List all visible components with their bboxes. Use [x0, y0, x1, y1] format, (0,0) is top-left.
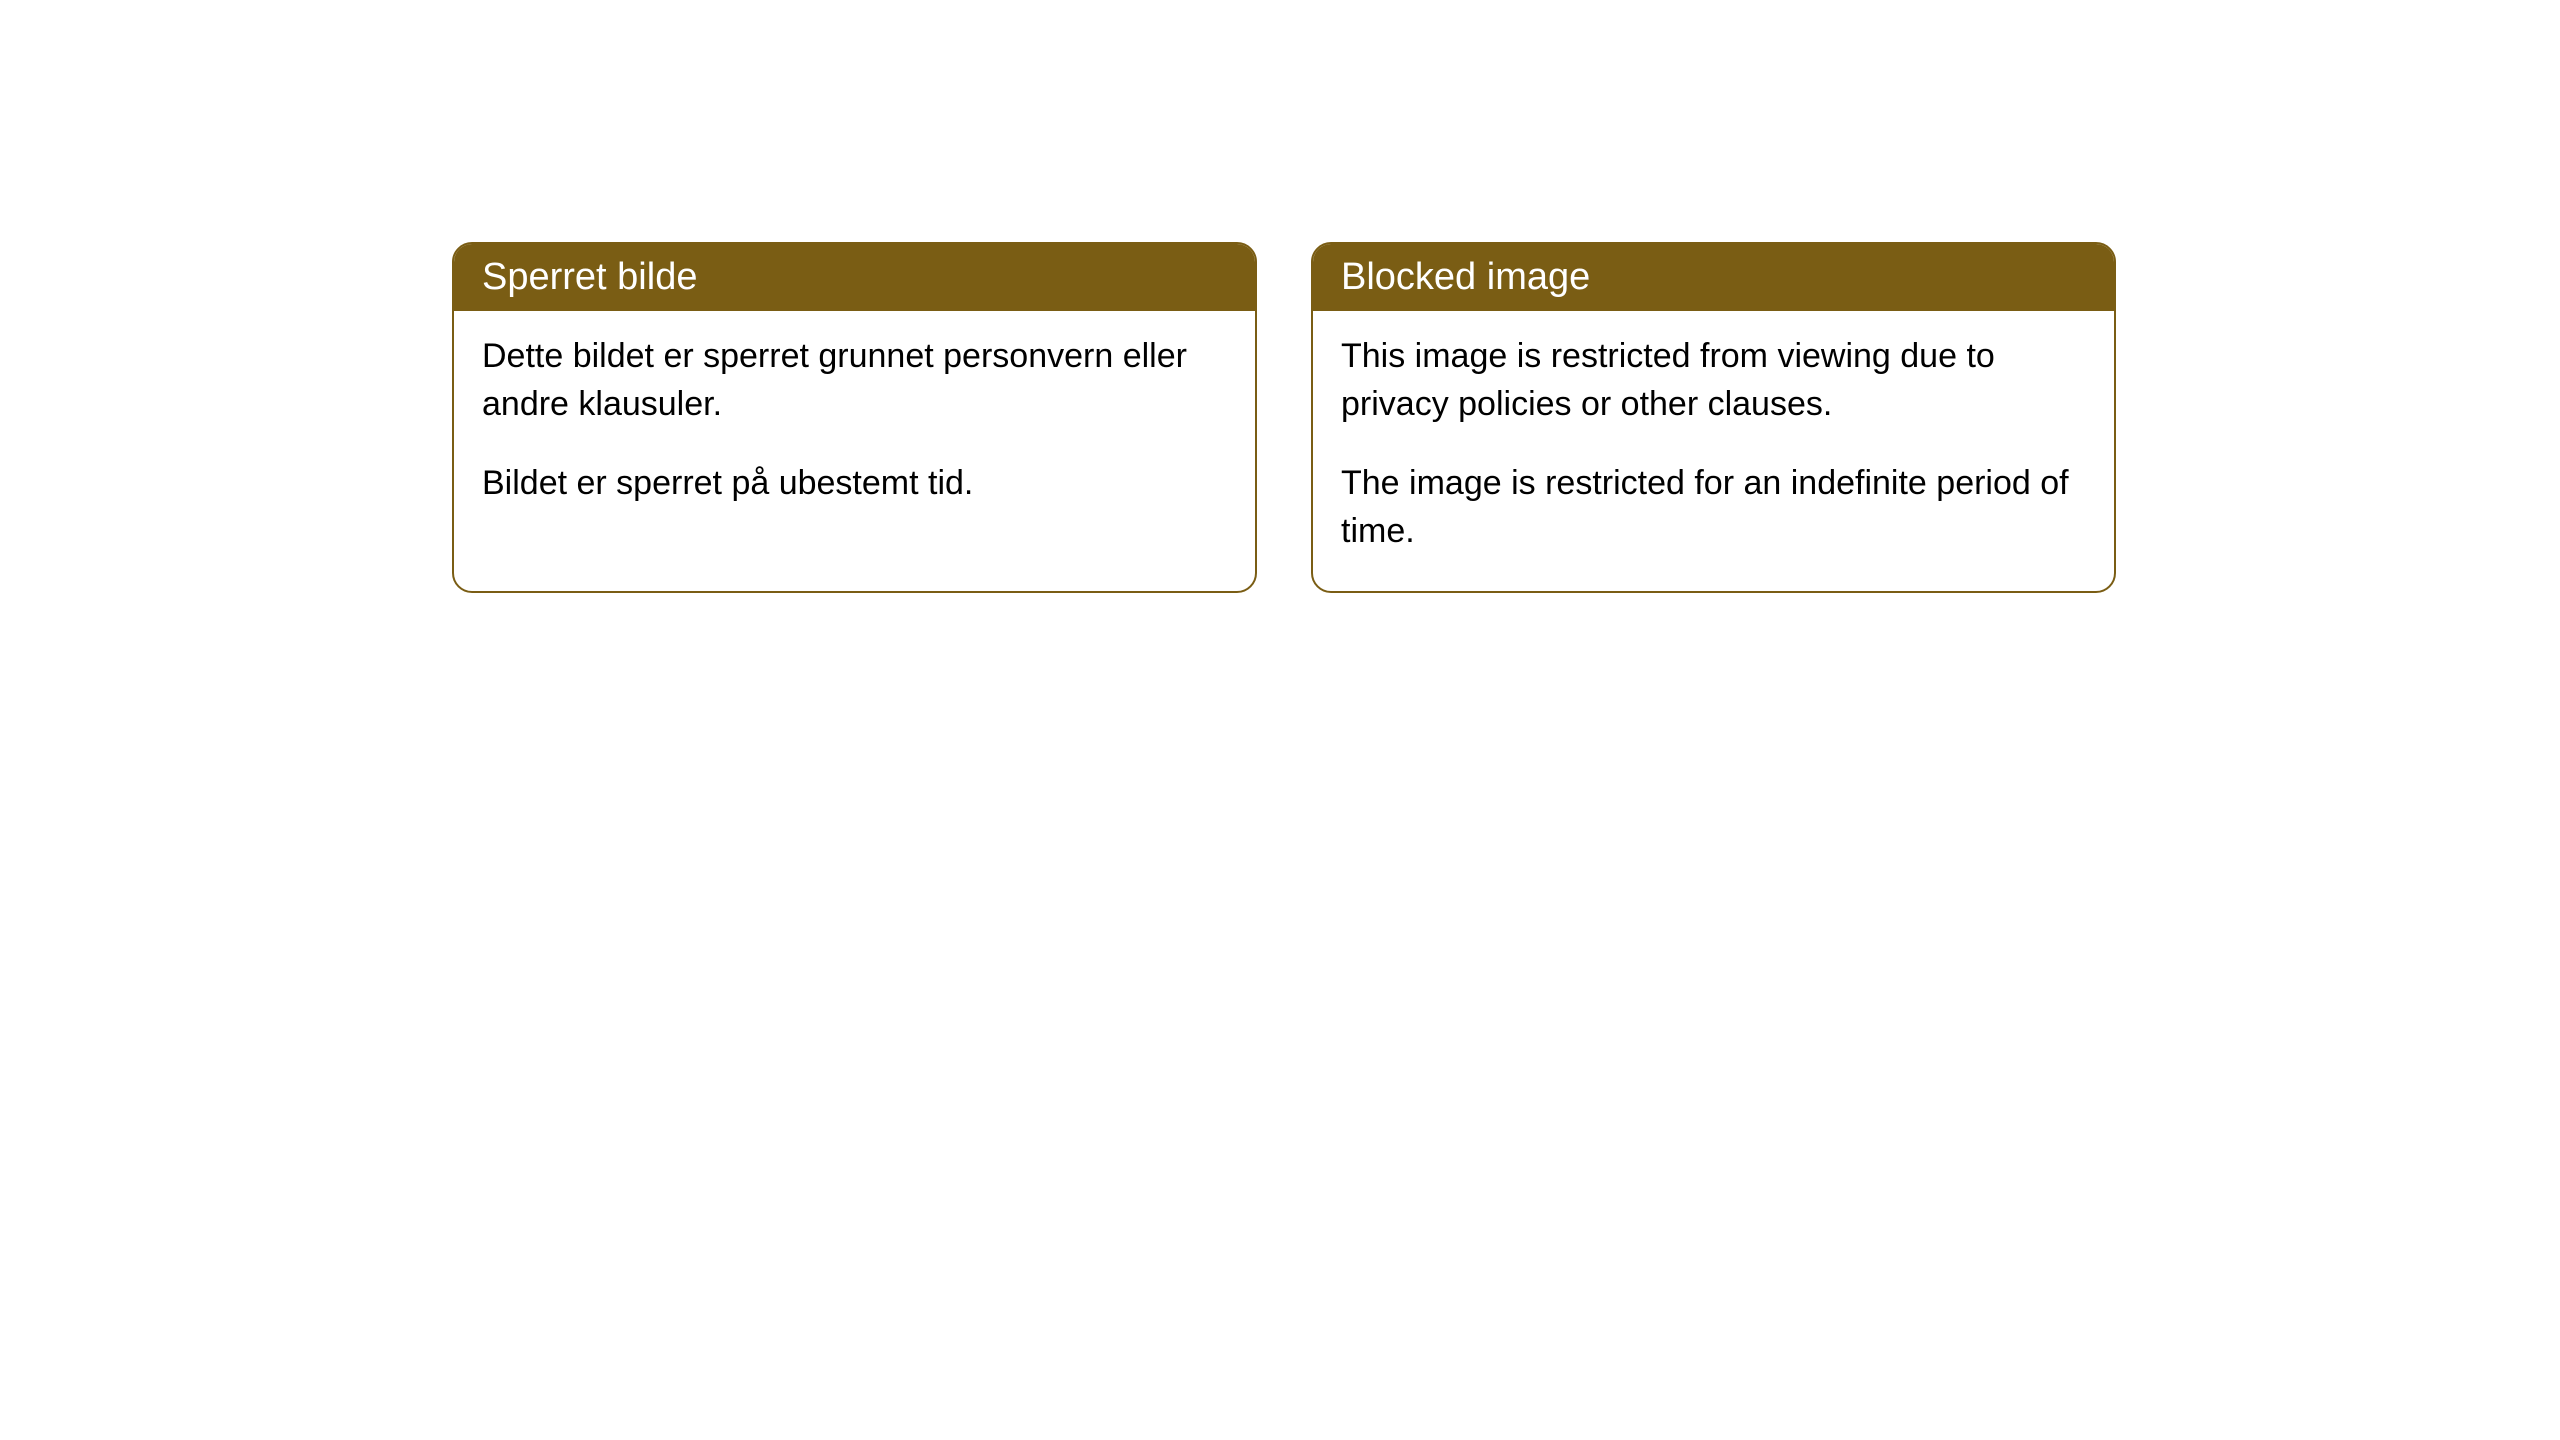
card-paragraph-1: Dette bildet er sperret grunnet personve…	[482, 333, 1227, 428]
card-paragraph-2: Bildet er sperret på ubestemt tid.	[482, 460, 1227, 508]
card-title: Sperret bilde	[482, 256, 697, 298]
blocked-image-card-english: Blocked image This image is restricted f…	[1311, 242, 2116, 593]
card-paragraph-1: This image is restricted from viewing du…	[1341, 333, 2086, 428]
notification-cards-container: Sperret bilde Dette bildet er sperret gr…	[452, 242, 2116, 593]
card-header: Sperret bilde	[454, 244, 1255, 311]
card-header: Blocked image	[1313, 244, 2114, 311]
card-body: This image is restricted from viewing du…	[1313, 311, 2114, 591]
card-body: Dette bildet er sperret grunnet personve…	[454, 311, 1255, 544]
blocked-image-card-norwegian: Sperret bilde Dette bildet er sperret gr…	[452, 242, 1257, 593]
card-paragraph-2: The image is restricted for an indefinit…	[1341, 460, 2086, 555]
card-title: Blocked image	[1341, 256, 1590, 298]
